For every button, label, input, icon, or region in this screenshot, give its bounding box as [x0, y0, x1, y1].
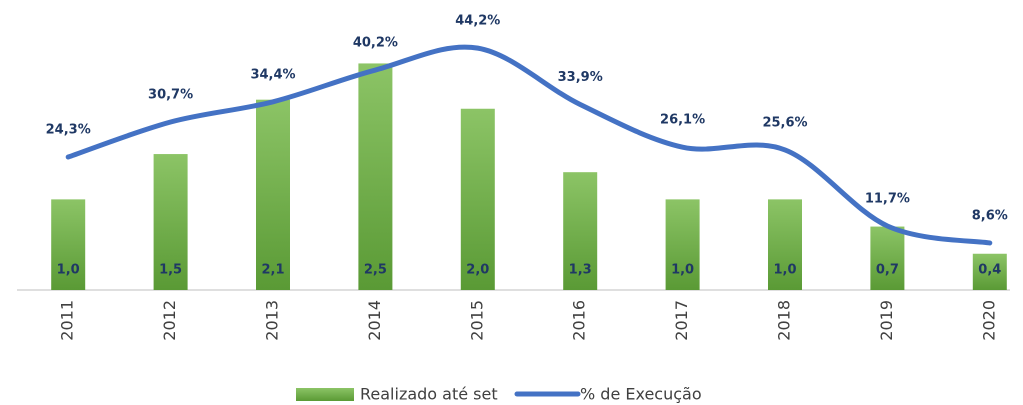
line	[65, 44, 993, 246]
bar-value-label: 1,0	[57, 263, 80, 278]
bar-value-label: 1,0	[671, 263, 694, 278]
line-value-label: 40,2%	[353, 36, 398, 51]
x-tick-label: 2015	[467, 300, 486, 341]
line-value-label: 25,6%	[762, 115, 807, 130]
bar-value-label: 1,0	[773, 263, 796, 278]
x-tick-label: 2013	[263, 300, 282, 341]
bar	[665, 199, 700, 290]
bar	[460, 108, 495, 290]
x-tick-label: 2020	[979, 300, 998, 341]
bar	[563, 172, 598, 290]
bar	[358, 63, 393, 290]
bar	[972, 253, 1007, 290]
bar-value-label: 0,4	[978, 263, 1001, 278]
x-tick-label: 2018	[775, 300, 794, 341]
line-value-label: 11,7%	[865, 191, 910, 206]
line-value-label: 30,7%	[148, 88, 193, 103]
bar	[768, 199, 802, 290]
x-tick-label: 2012	[160, 300, 179, 341]
x-tick-label: 2016	[570, 300, 589, 341]
bar-value-label: 1,5	[159, 263, 182, 278]
line-value-label: 44,2%	[455, 14, 500, 29]
legend-label: % de Execução	[580, 385, 702, 404]
bar-value-label: 2,1	[261, 263, 284, 278]
line-value-label: 24,3%	[46, 123, 91, 138]
bar	[153, 154, 188, 290]
legend-label: Realizado até set	[360, 385, 498, 404]
bar-value-label: 1,3	[569, 263, 592, 278]
bar-value-label: 2,5	[364, 263, 387, 278]
bar	[51, 199, 86, 290]
x-tick-label: 2017	[672, 300, 691, 341]
bar	[256, 99, 290, 290]
bar	[870, 226, 905, 290]
line-value-label: 33,9%	[558, 70, 603, 85]
legend-swatch	[296, 388, 354, 401]
bar-value-label: 0,7	[876, 263, 899, 278]
line-value-label: 8,6%	[972, 208, 1008, 223]
x-tick-label: 2011	[58, 300, 77, 341]
line-value-label: 26,1%	[660, 113, 705, 128]
x-tick-label: 2014	[365, 300, 384, 341]
line-value-label: 34,4%	[250, 67, 295, 82]
x-tick-label: 2019	[877, 300, 896, 341]
bar-value-label: 2,0	[466, 263, 489, 278]
